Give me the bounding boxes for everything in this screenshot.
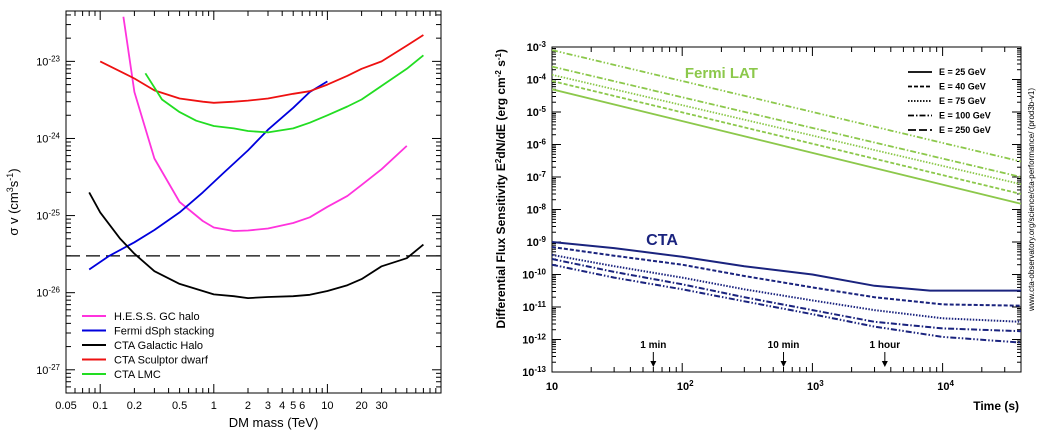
y-tick-label: 10-9: [527, 235, 547, 250]
time-marker-label: 1 min: [640, 340, 666, 351]
x-tick-label: 6: [299, 400, 305, 412]
legend-label: E = 25 GeV: [939, 67, 986, 77]
x-tick-label: 103: [807, 379, 824, 394]
series-line-fermi-lat-25gev: [552, 88, 1021, 205]
x-tick-label: 2: [245, 400, 251, 412]
series-line-cta-25gev: [552, 241, 1021, 292]
legend-label: CTA LMC: [114, 369, 161, 381]
legend-label: Fermi dSph stacking: [114, 326, 214, 338]
y-tick-label: 10-25: [36, 208, 60, 223]
y-tick-label: 10-6: [527, 137, 547, 152]
flux-sensitivity-chart: 10 102 103 104 10-13 10-12 10-11 10-10 10-9 10-8 1…: [494, 40, 1037, 414]
plot-frame: [65, 10, 442, 394]
series-line-fermi-lat-75gev: [552, 73, 1021, 186]
y-tick-label: 10-4: [527, 72, 547, 87]
annotation-fermi-lat: Fermi LAT: [685, 65, 758, 82]
time-marker-label: 1 hour: [870, 340, 901, 351]
legend-label: CTA Galactic Halo: [114, 340, 203, 352]
x-tick-label: 30: [375, 400, 387, 412]
y-tick-label: 10-8: [527, 202, 547, 217]
series-line-cta-75gev: [552, 253, 1021, 323]
y-tick-label: 10-24: [36, 131, 60, 146]
time-marker-arrowhead: [650, 361, 657, 367]
series-group: [88, 16, 424, 300]
y-tick-label: 10-5: [527, 105, 547, 120]
y-tick-label: 10-3: [527, 40, 547, 55]
x-axis-title: DM mass (TeV): [229, 415, 319, 430]
y-tick-label: 10-23: [36, 54, 60, 69]
y-axis-title: σ v (cm3s-1): [5, 168, 21, 235]
y-tick-label: 10-26: [36, 285, 60, 300]
x-tick-label: 102: [677, 379, 694, 394]
x-tick-label: 5: [290, 400, 296, 412]
legend-label: H.E.S.S. GC halo: [114, 311, 200, 323]
series-line-fermi-dsph-stacking: [88, 80, 328, 271]
series-group: [552, 49, 1021, 344]
y-tick-label: 10-11: [523, 300, 547, 315]
series-line-h-e-s-s-gc-halo: [122, 16, 408, 232]
legend-label: E = 40 GeV: [939, 82, 986, 92]
x-tick-label: 20: [355, 400, 367, 412]
x-tick-label: 4: [279, 400, 285, 412]
time-marker-arrowhead: [780, 361, 787, 367]
time-marker-label: 10 min: [768, 340, 800, 351]
series-line-cta-lmc: [144, 54, 424, 134]
x-tick-label: 0.1: [93, 400, 108, 412]
series-line-cta-250gev: [552, 263, 1021, 344]
x-axis-title: Time (s): [973, 399, 1019, 413]
series-line-cta-100gev: [552, 258, 1021, 333]
y-tick-label: 10-13: [522, 365, 546, 380]
series-line-cta-galactic-halo: [88, 191, 424, 300]
series-line-fermi-lat-250gev: [552, 49, 1021, 163]
watermark-text: www.cta-observatory.org/science/cta-perf…: [1027, 88, 1036, 312]
x-tick-label: 104: [937, 379, 954, 394]
series-line-cta-40gev: [552, 246, 1021, 307]
y-tick-label: 10-7: [527, 170, 547, 185]
y-tick-label: 10-27: [36, 362, 60, 377]
x-tick-label: 0.2: [127, 400, 142, 412]
y-tick-label: 10-10: [522, 267, 546, 282]
series-line-fermi-lat-40gev: [552, 80, 1021, 195]
x-tick-label: 3: [265, 400, 271, 412]
legend-label: CTA Sculptor dwarf: [114, 355, 209, 367]
legend-label: E = 100 GeV: [939, 111, 991, 121]
legend-label: E = 250 GeV: [939, 125, 991, 135]
x-tick-label: 1: [211, 400, 217, 412]
series-line-cta-sculptor-dwarf: [99, 34, 424, 104]
y-axis-title: Differential Flux Sensitivity E2dN/dE (e…: [494, 49, 509, 328]
x-tick-label: 0.5: [172, 400, 187, 412]
legend-label: E = 75 GeV: [939, 96, 986, 106]
time-marker-arrowhead: [881, 361, 888, 367]
dm-cross-section-chart: 0.05 0.1 0.2 0.5 1 2 3 4 5 6 10 20 30 10-27 10-26 10-25…: [5, 10, 442, 430]
x-tick-label: 0.05: [55, 400, 76, 412]
x-tick-label: 10: [321, 400, 333, 412]
y-tick-label: 10-12: [522, 332, 546, 347]
x-tick-label: 10: [546, 381, 558, 393]
annotation-cta: CTA: [646, 232, 678, 249]
